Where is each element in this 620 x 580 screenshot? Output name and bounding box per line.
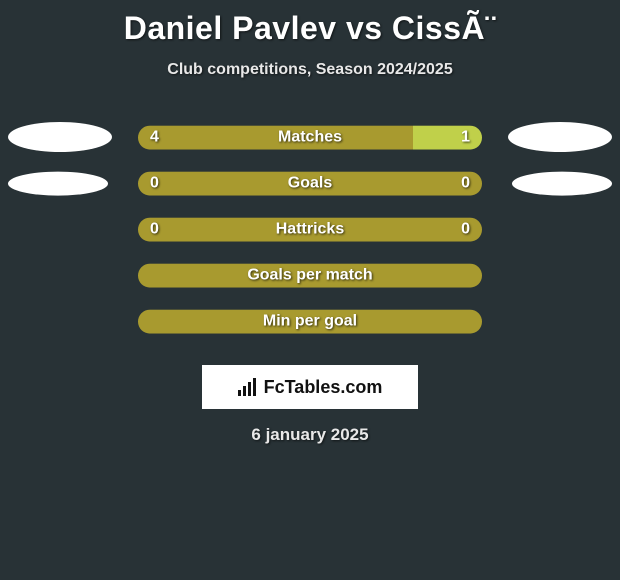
player-left-ellipse-icon [8,172,108,196]
fctables-logo: FcTables.com [202,365,418,409]
stat-right-value: 0 [449,172,482,196]
stat-bar-right-seg: 0 [310,172,482,196]
stat-bar-right-seg: 1 [413,126,482,150]
stat-bar: 00Goals [138,172,482,196]
logo-bars-icon [238,378,256,396]
stat-bar: Goals per match [138,264,482,288]
snapshot-date: 6 january 2025 [0,425,620,445]
stat-left-value: 4 [138,126,171,150]
stat-bar: 41Matches [138,126,482,150]
player-right-ellipse-icon [508,122,612,152]
stat-bar-left-seg [138,310,482,334]
logo-text: FcTables.com [264,377,383,398]
stat-bar-left-seg: 0 [138,172,310,196]
stat-bar: 00Hattricks [138,218,482,242]
stat-row: Goals per match [0,255,620,301]
stat-right-value: 0 [449,218,482,242]
player-right-ellipse-icon [512,172,612,196]
stat-bar: Min per goal [138,310,482,334]
stat-right-value: 1 [449,126,482,150]
stat-row: 00Hattricks [0,209,620,255]
stat-row: 41Matches [0,117,620,163]
comparison-title: Daniel Pavlev vs CissÃ¨ [0,0,620,47]
stat-bar-left-seg: 0 [138,218,310,242]
stat-left-value: 0 [138,172,171,196]
stat-bar-left-seg [138,264,482,288]
comparison-subtitle: Club competitions, Season 2024/2025 [0,61,620,79]
stat-bar-right-seg: 0 [310,218,482,242]
player-left-ellipse-icon [8,122,112,152]
stat-row: 00Goals [0,163,620,209]
stat-rows: 41Matches00Goals00HattricksGoals per mat… [0,117,620,347]
stat-left-value: 0 [138,218,171,242]
stat-row: Min per goal [0,301,620,347]
stat-bar-left-seg: 4 [138,126,413,150]
